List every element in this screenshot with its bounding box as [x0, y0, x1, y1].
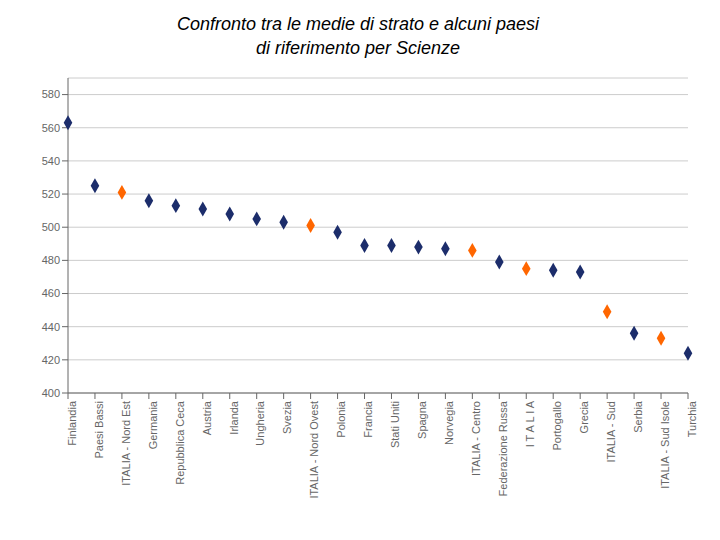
svg-text:520: 520 — [42, 188, 60, 200]
svg-text:500: 500 — [42, 221, 60, 233]
html-text:di riferimento per Scienze: di riferimento per Scienze — [256, 38, 460, 58]
svg-text:440: 440 — [42, 321, 60, 333]
svg-text:Austria: Austria — [201, 400, 213, 435]
html-text:Confronto tra le medie di stra: Confronto tra le medie di strato e alcun… — [176, 14, 540, 34]
svg-text:ITALIA - Centro: ITALIA - Centro — [470, 401, 482, 476]
svg-text:Paesi Bassi: Paesi Bassi — [93, 401, 105, 458]
svg-text:Ungheria: Ungheria — [255, 400, 267, 446]
svg-text:580: 580 — [42, 88, 60, 100]
svg-text:ITALIA - Nord Est: ITALIA - Nord Est — [120, 401, 132, 486]
svg-text:420: 420 — [42, 354, 60, 366]
svg-text:Polonia: Polonia — [335, 400, 347, 438]
svg-text:460: 460 — [42, 287, 60, 299]
svg-text:Portogallo: Portogallo — [551, 401, 563, 451]
svg-text:540: 540 — [42, 155, 60, 167]
svg-text:ITALIA - Sud: ITALIA - Sud — [605, 401, 617, 463]
svg-text:Stati Uniti: Stati Uniti — [389, 401, 401, 448]
svg-text:Spagna: Spagna — [416, 400, 428, 439]
svg-text:Irlanda: Irlanda — [228, 400, 240, 435]
svg-text:Repubblica Ceca: Repubblica Ceca — [174, 400, 186, 485]
svg-text:ITALIA - Sud Isole: ITALIA - Sud Isole — [659, 401, 671, 489]
svg-text:Federazione Russa: Federazione Russa — [497, 400, 509, 496]
svg-text:Svezia: Svezia — [281, 400, 293, 434]
svg-text:Francia: Francia — [362, 400, 374, 438]
svg-text:Germania: Germania — [147, 400, 159, 449]
svg-text:560: 560 — [42, 122, 60, 134]
svg-text:Turchia: Turchia — [686, 400, 698, 437]
svg-text:400: 400 — [42, 387, 60, 399]
svg-text:ITALIA - Nord Ovest: ITALIA - Nord Ovest — [308, 401, 320, 499]
svg-text:Norvegia: Norvegia — [443, 400, 455, 445]
svg-text:480: 480 — [42, 254, 60, 266]
svg-text:Serbia: Serbia — [632, 400, 644, 433]
svg-text:I T A L I A: I T A L I A — [524, 400, 536, 447]
svg-text:Finlandia: Finlandia — [66, 400, 78, 446]
svg-text:Grecia: Grecia — [578, 400, 590, 433]
